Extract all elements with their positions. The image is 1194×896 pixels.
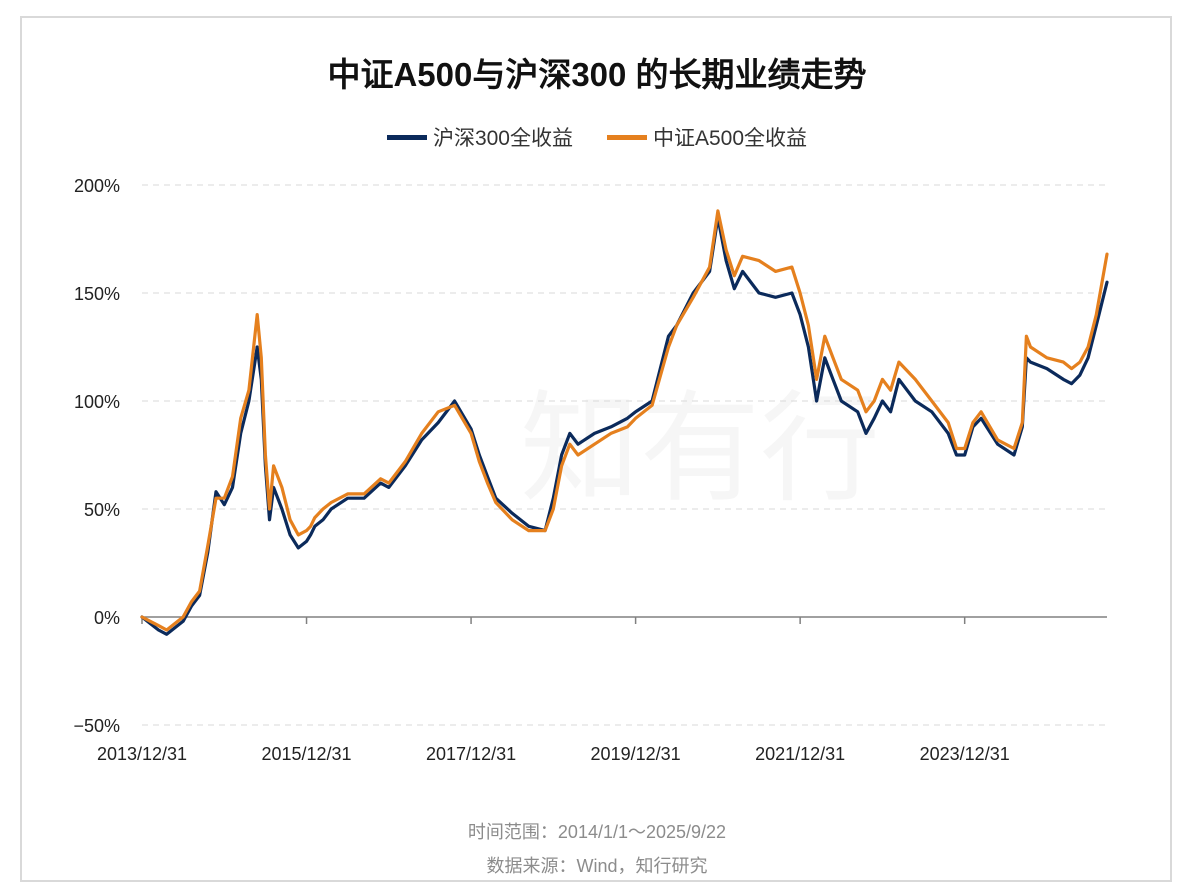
y-tick-label: 0% bbox=[94, 608, 120, 628]
x-tick-label: 2023/12/31 bbox=[920, 744, 1010, 764]
chart-title: 中证A500与沪深300 的长期业绩走势 bbox=[327, 56, 867, 93]
legend-label-a500: 中证A500全收益 bbox=[653, 127, 808, 150]
legend-swatch-a500 bbox=[607, 134, 647, 140]
y-tick-label: 150% bbox=[74, 284, 120, 304]
series-line-a500 bbox=[140, 209, 1109, 632]
time-range-note: 时间范围：2014/1/1～2025/9/22 bbox=[467, 822, 727, 842]
y-tick-label: 100% bbox=[74, 392, 120, 412]
y-tick-label: 50% bbox=[84, 500, 120, 520]
y-tick-label: 200% bbox=[74, 176, 120, 196]
series-lines bbox=[140, 209, 1109, 636]
legend-swatch-hs300 bbox=[386, 134, 427, 140]
legend-item-a500[interactable]: 中证A500全收益 bbox=[607, 122, 807, 152]
x-tick-label: 2015/12/31 bbox=[261, 744, 351, 764]
x-axis: 2013/12/31 2015/12/31 2017/12/31 2019/12/31… bbox=[97, 616, 1107, 764]
source-note: 数据来源：Wind，知行研究 bbox=[486, 856, 708, 876]
legend-item-hs300[interactable]: 沪深300全收益 bbox=[386, 122, 573, 152]
gridlines bbox=[142, 184, 1107, 726]
y-tick-label: −50% bbox=[73, 716, 120, 736]
x-tick-label: 2019/12/31 bbox=[591, 744, 681, 764]
x-tick-label: 2021/12/31 bbox=[755, 744, 845, 764]
x-tick-label: 2013/12/31 bbox=[97, 744, 187, 764]
chart-frame bbox=[20, 16, 1172, 882]
legend: 沪深300全收益 中证A500全收益 bbox=[0, 122, 1194, 152]
y-axis-ticks: −50% 0% 50% 100% 150% 200% bbox=[73, 176, 120, 736]
x-tick-label: 2017/12/31 bbox=[426, 744, 516, 764]
legend-label-hs300: 沪深300全收益 bbox=[432, 127, 573, 150]
